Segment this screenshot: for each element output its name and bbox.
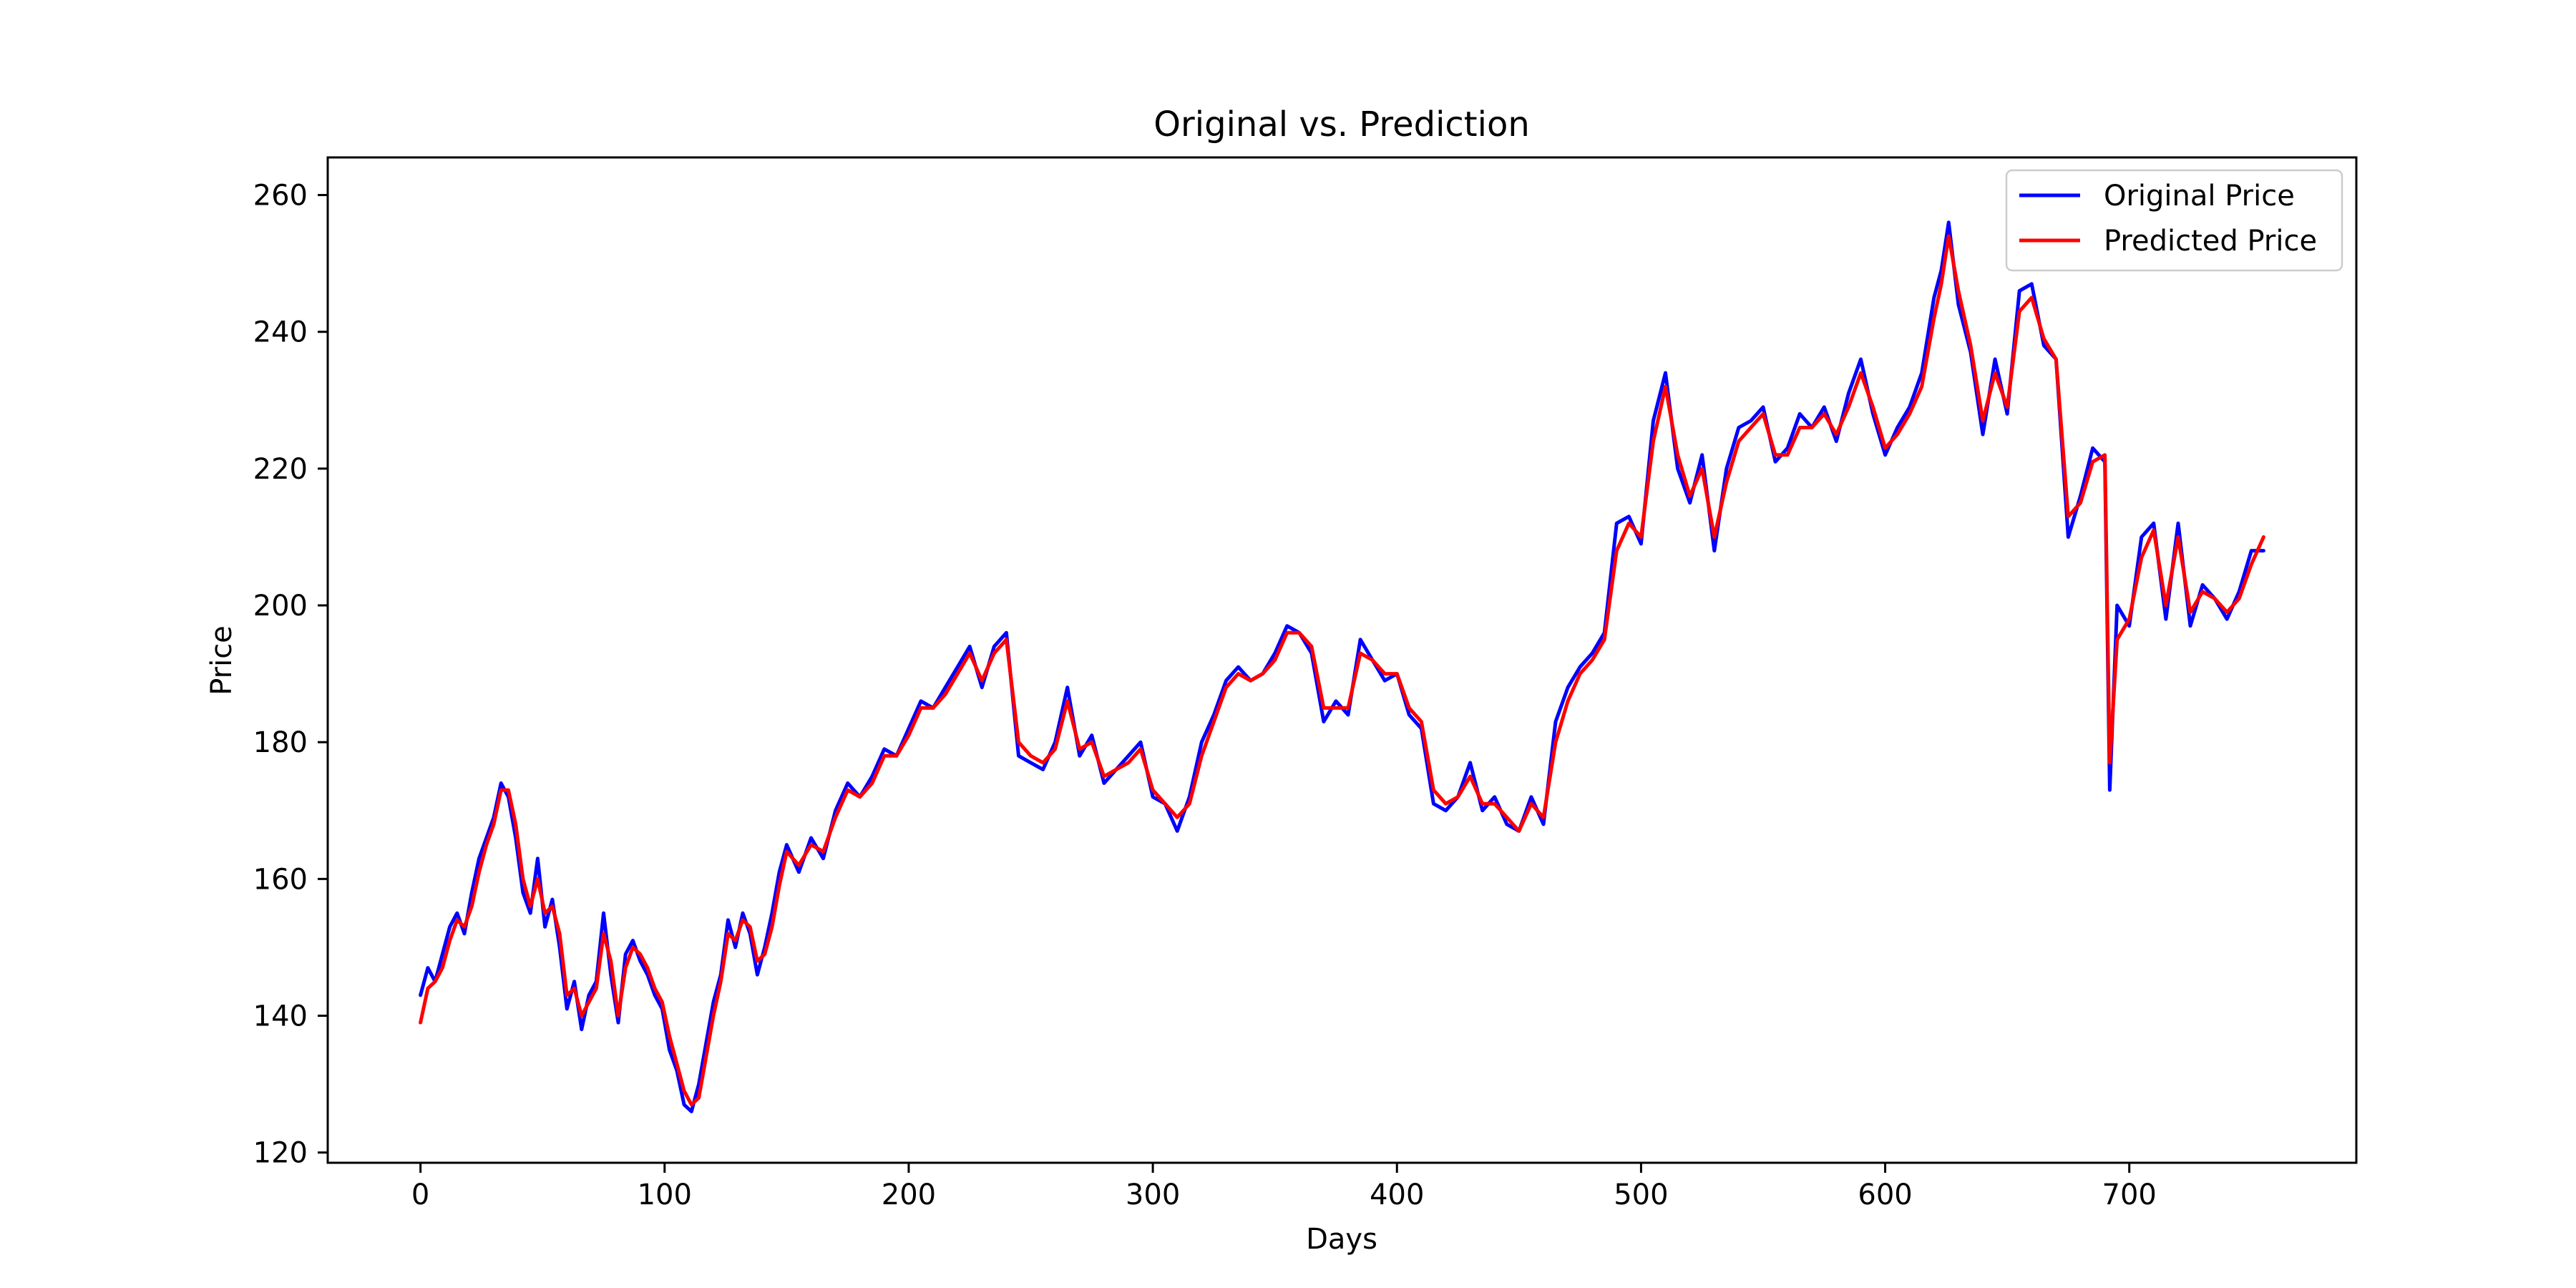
y-tick-label: 240 xyxy=(253,316,308,349)
series-line-original-price xyxy=(419,220,2265,1113)
legend: Original Price Predicted Price xyxy=(2005,169,2343,272)
x-tick-label: 200 xyxy=(882,1179,936,1211)
legend-label-original: Original Price xyxy=(2104,180,2295,213)
y-tick-label: 260 xyxy=(253,180,308,213)
x-tick-label: 400 xyxy=(1370,1179,1424,1211)
x-axis: 0 100 200 300 400 500 600 700 xyxy=(411,1163,2157,1211)
plot-area xyxy=(326,156,2358,1164)
y-tick-label: 220 xyxy=(253,453,308,486)
plot-frame xyxy=(326,156,2358,1164)
x-tick-label: 0 xyxy=(411,1179,429,1211)
chart-title: Original vs. Prediction xyxy=(1153,104,1529,145)
x-tick-label: 500 xyxy=(1614,1179,1668,1211)
y-tick-label: 160 xyxy=(253,863,308,896)
y-axis: 120 140 160 180 200 220 240 260 xyxy=(253,180,328,1170)
legend-box xyxy=(2005,169,2343,272)
y-tick-label: 200 xyxy=(253,590,308,623)
series-layer xyxy=(419,220,2265,1113)
series-line-predicted-price xyxy=(419,234,2265,1107)
y-tick-label: 140 xyxy=(253,1000,308,1033)
x-tick-label: 300 xyxy=(1126,1179,1180,1211)
y-tick-label: 180 xyxy=(253,726,308,759)
y-tick-label: 120 xyxy=(253,1137,308,1170)
y-axis-title: Price xyxy=(205,625,238,696)
x-tick-label: 100 xyxy=(638,1179,692,1211)
x-tick-label: 700 xyxy=(2102,1179,2157,1211)
legend-label-predicted: Predicted Price xyxy=(2104,225,2317,258)
x-axis-title: Days xyxy=(1306,1223,1377,1256)
x-tick-label: 600 xyxy=(1858,1179,1912,1211)
